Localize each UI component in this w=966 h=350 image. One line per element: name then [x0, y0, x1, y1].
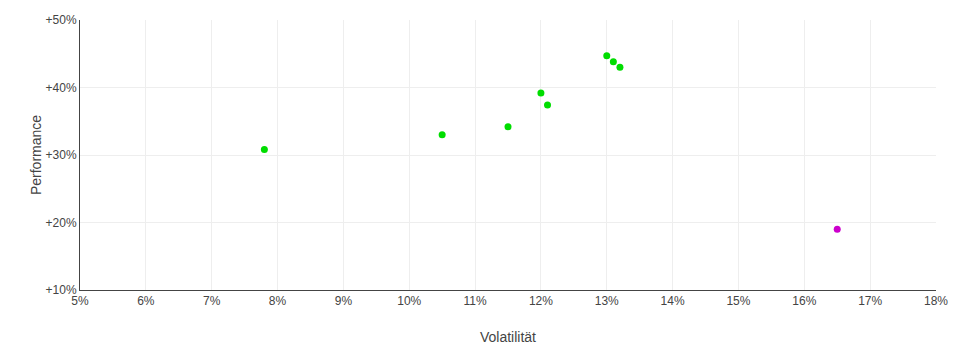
- svg-text:18%: 18%: [924, 294, 948, 308]
- svg-text:+40%: +40%: [46, 81, 77, 95]
- svg-text:14%: 14%: [661, 294, 685, 308]
- svg-text:11%: 11%: [464, 294, 487, 308]
- svg-text:+50%: +50%: [46, 13, 77, 27]
- svg-text:17%: 17%: [858, 294, 882, 308]
- svg-text:8%: 8%: [269, 294, 287, 308]
- svg-text:+20%: +20%: [46, 216, 77, 230]
- svg-text:Performance: Performance: [28, 115, 44, 195]
- svg-text:5%: 5%: [71, 294, 89, 308]
- svg-text:+10%: +10%: [46, 283, 77, 297]
- svg-text:15%: 15%: [726, 294, 750, 308]
- svg-text:16%: 16%: [792, 294, 816, 308]
- svg-text:10%: 10%: [397, 294, 421, 308]
- svg-text:7%: 7%: [203, 294, 221, 308]
- svg-text:Volatilität: Volatilität: [480, 329, 536, 345]
- svg-text:6%: 6%: [137, 294, 155, 308]
- svg-text:13%: 13%: [595, 294, 619, 308]
- svg-text:9%: 9%: [335, 294, 353, 308]
- svg-text:+30%: +30%: [46, 148, 77, 162]
- svg-text:12%: 12%: [529, 294, 553, 308]
